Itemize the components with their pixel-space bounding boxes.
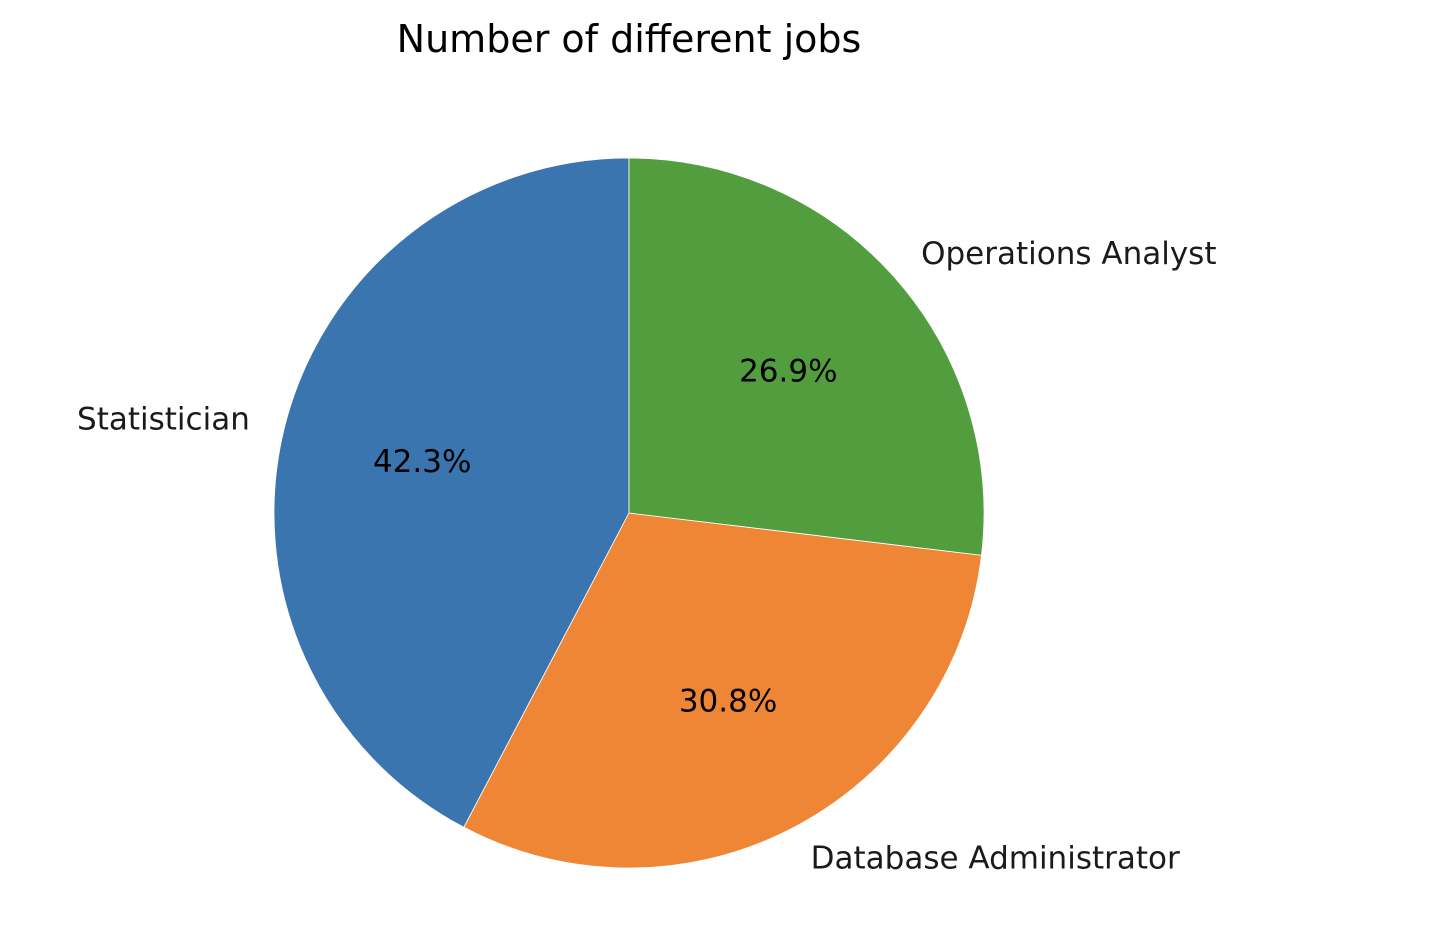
slice-percent-statistician: 42.3%	[373, 444, 471, 480]
chart-title: Number of different jobs	[397, 17, 862, 61]
slice-label-statistician: Statistician	[77, 401, 250, 437]
pie-labels: 42.3% Statistician 30.8% Database Administr…	[77, 236, 1216, 877]
slice-label-database-administrator: Database Administrator	[811, 841, 1180, 877]
pie-slice-statistician	[273, 157, 630, 828]
slice-percent-operations-analyst: 26.9%	[739, 354, 837, 390]
pie-slice-database-administrator	[463, 512, 982, 869]
slice-percent-database-administrator: 30.8%	[679, 684, 777, 720]
pie-slice-operations-analyst	[628, 157, 985, 556]
pie-slices	[273, 157, 985, 869]
slice-label-operations-analyst: Operations Analyst	[921, 236, 1216, 272]
